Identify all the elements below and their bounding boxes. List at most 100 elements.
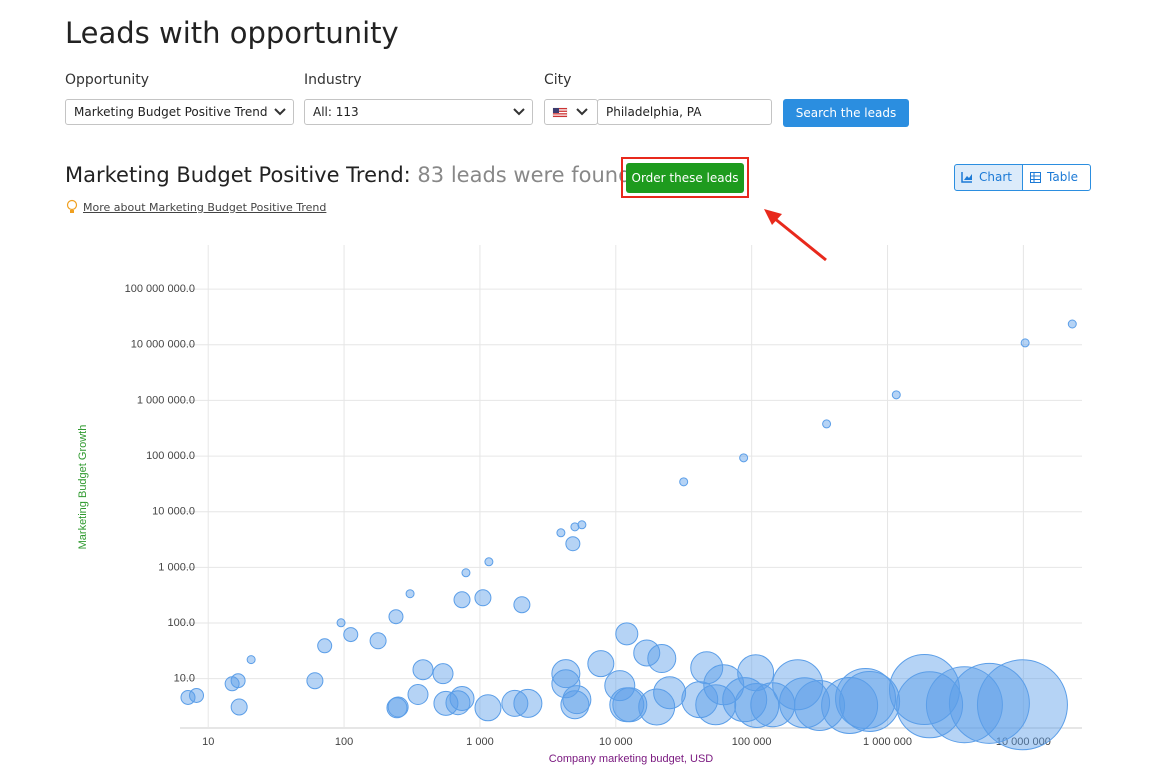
select-value: All: 113 bbox=[313, 105, 359, 119]
bubble bbox=[948, 662, 1030, 744]
chevron-icon bbox=[274, 108, 286, 116]
bubble bbox=[976, 659, 1068, 751]
bubble bbox=[180, 689, 196, 705]
x-tick-label: 1 000 bbox=[466, 736, 494, 748]
bubble bbox=[794, 679, 846, 731]
y-tick-label: 100 000.0 bbox=[146, 450, 195, 462]
bubble bbox=[369, 632, 387, 650]
table-toggle[interactable]: Table bbox=[1022, 164, 1091, 191]
bubble bbox=[474, 694, 502, 722]
bubble bbox=[513, 688, 543, 718]
bubble bbox=[432, 663, 454, 685]
bubble bbox=[230, 698, 248, 716]
bubble bbox=[679, 477, 689, 487]
bubble bbox=[779, 677, 831, 729]
us-flag-icon bbox=[552, 107, 588, 118]
industry-select[interactable]: All: 113 bbox=[304, 99, 533, 125]
bubble bbox=[690, 651, 724, 685]
x-tick-label: 10 bbox=[202, 736, 214, 748]
highlight-box bbox=[621, 157, 749, 198]
city-input[interactable]: Philadelphia, PA bbox=[597, 99, 772, 125]
bubble bbox=[633, 639, 661, 667]
order-button[interactable]: Order these leads bbox=[626, 163, 744, 193]
bubble bbox=[386, 697, 408, 719]
filter-label: City bbox=[544, 72, 572, 88]
more-link[interactable]: More about Marketing Budget Positive Tre… bbox=[83, 201, 327, 214]
bulb-icon bbox=[66, 199, 78, 213]
bubble bbox=[653, 676, 687, 710]
chart-icon bbox=[961, 172, 972, 183]
bubble bbox=[230, 673, 246, 689]
y-tick-label: 100 000 000.0 bbox=[125, 283, 195, 295]
bubble bbox=[412, 659, 434, 681]
x-tick-label: 10 000 bbox=[599, 736, 633, 748]
bubble bbox=[387, 696, 409, 718]
table-icon bbox=[1030, 172, 1041, 183]
bubble bbox=[188, 687, 204, 703]
bubble bbox=[577, 520, 587, 530]
bubble bbox=[1020, 338, 1030, 348]
search-button[interactable]: Search the leads bbox=[783, 99, 909, 127]
bubble bbox=[433, 690, 459, 716]
bubble bbox=[405, 589, 415, 599]
y-axis-title: Marketing Budget Growth bbox=[77, 425, 89, 550]
bubble bbox=[388, 609, 404, 625]
bubble bbox=[839, 670, 901, 732]
y-tick-label: 100.0 bbox=[167, 617, 195, 629]
bubble bbox=[317, 638, 333, 654]
bubble bbox=[612, 687, 648, 723]
bubble bbox=[453, 591, 471, 609]
results-heading: Marketing Budget Positive Trend: 83 lead… bbox=[65, 163, 631, 187]
bubble bbox=[587, 650, 615, 678]
bubble bbox=[925, 666, 1003, 744]
x-tick-label: 1 000 000 bbox=[863, 736, 912, 748]
chart-toggle[interactable]: Chart bbox=[954, 164, 1023, 191]
x-tick-label: 100 000 bbox=[732, 736, 772, 748]
toggle-label: Table bbox=[1047, 170, 1079, 184]
bubble bbox=[551, 659, 581, 689]
bubble bbox=[570, 522, 580, 532]
lead-count: 83 leads were found bbox=[417, 163, 632, 187]
y-tick-label: 1 000.0 bbox=[158, 561, 195, 573]
filter-label: Opportunity bbox=[65, 72, 150, 88]
bubble bbox=[551, 669, 581, 699]
bubble bbox=[306, 672, 324, 690]
bubble bbox=[562, 685, 592, 715]
page-title: Leads with opportunity bbox=[65, 16, 399, 50]
heading-text: Marketing Budget Positive Trend: bbox=[65, 163, 411, 187]
bubble bbox=[703, 664, 745, 706]
select-value: Marketing Budget Positive Trend bbox=[74, 105, 268, 119]
bubble bbox=[647, 644, 677, 674]
y-tick-label: 1 000 000.0 bbox=[137, 394, 195, 406]
country-select[interactable] bbox=[544, 99, 598, 125]
bubble bbox=[681, 681, 719, 719]
bubble bbox=[772, 659, 824, 711]
bubble bbox=[560, 690, 590, 720]
bubble bbox=[449, 686, 475, 712]
bubble bbox=[474, 589, 492, 607]
bubble bbox=[513, 596, 531, 614]
bubble bbox=[343, 627, 359, 643]
bubble bbox=[737, 654, 775, 692]
bubble bbox=[224, 676, 240, 692]
bubble bbox=[407, 683, 429, 705]
filter-label: Industry bbox=[304, 72, 362, 88]
y-tick-label: 10 000.0 bbox=[152, 506, 195, 518]
bubble bbox=[739, 453, 749, 463]
x-tick-label: 10 000 000 bbox=[996, 736, 1051, 748]
opportunity-select[interactable]: Marketing Budget Positive Trend bbox=[65, 99, 294, 125]
x-tick-label: 100 bbox=[335, 736, 353, 748]
bubble bbox=[1067, 319, 1077, 329]
y-tick-label: 10 000 000.0 bbox=[131, 339, 195, 351]
bubble bbox=[501, 689, 529, 717]
bubble bbox=[750, 682, 796, 728]
bubble bbox=[695, 684, 737, 726]
y-tick-label: 10.0 bbox=[174, 673, 195, 685]
bubble bbox=[722, 677, 768, 723]
bubble bbox=[615, 622, 639, 646]
bubble bbox=[484, 557, 494, 567]
bubble bbox=[609, 687, 645, 723]
bubble bbox=[638, 688, 676, 726]
bubble bbox=[891, 390, 901, 400]
